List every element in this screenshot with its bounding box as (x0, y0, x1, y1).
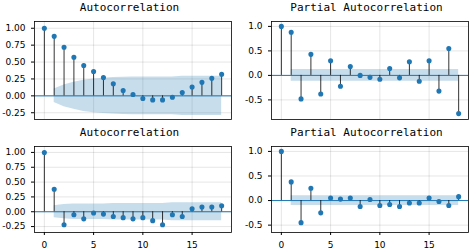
svg-text:0.25: 0.25 (5, 74, 25, 84)
svg-text:15: 15 (186, 240, 197, 250)
svg-text:0: 0 (278, 240, 284, 250)
svg-text:-0.5: -0.5 (245, 220, 263, 230)
svg-text:0.75: 0.75 (5, 162, 25, 172)
svg-text:0.50: 0.50 (5, 177, 25, 187)
svg-text:10: 10 (137, 240, 149, 250)
svg-text:0: 0 (41, 240, 47, 250)
svg-text:5: 5 (328, 240, 334, 250)
svg-text:1.0: 1.0 (248, 146, 263, 156)
svg-text:0.25: 0.25 (5, 192, 25, 202)
svg-text:0.0: 0.0 (248, 70, 263, 80)
svg-text:0.00: 0.00 (5, 91, 25, 101)
html-text:Partial Autocorrelation: Partial Autocorrelation (290, 1, 443, 14)
svg-text:0.5: 0.5 (248, 46, 262, 56)
svg-text:15: 15 (423, 240, 434, 250)
svg-text:10: 10 (374, 240, 386, 250)
svg-text:0.75: 0.75 (5, 40, 25, 50)
svg-text:1.00: 1.00 (5, 147, 25, 157)
svg-text:-0.5: -0.5 (245, 95, 263, 105)
svg-text:-0.25: -0.25 (2, 221, 25, 231)
svg-text:0.0: 0.0 (248, 195, 263, 205)
html-text:Autocorrelation: Autocorrelation (79, 1, 180, 14)
svg-text:0.00: 0.00 (5, 207, 25, 217)
html-text:Partial Autocorrelation: Partial Autocorrelation (290, 126, 443, 139)
svg-text:0.50: 0.50 (5, 57, 25, 67)
svg-text:0.5: 0.5 (248, 171, 262, 181)
svg-text:1.00: 1.00 (5, 23, 25, 33)
svg-text:1.0: 1.0 (248, 21, 263, 31)
svg-text:-0.25: -0.25 (2, 108, 25, 118)
html-text:Autocorrelation: Autocorrelation (79, 126, 180, 139)
svg-text:5: 5 (91, 240, 97, 250)
